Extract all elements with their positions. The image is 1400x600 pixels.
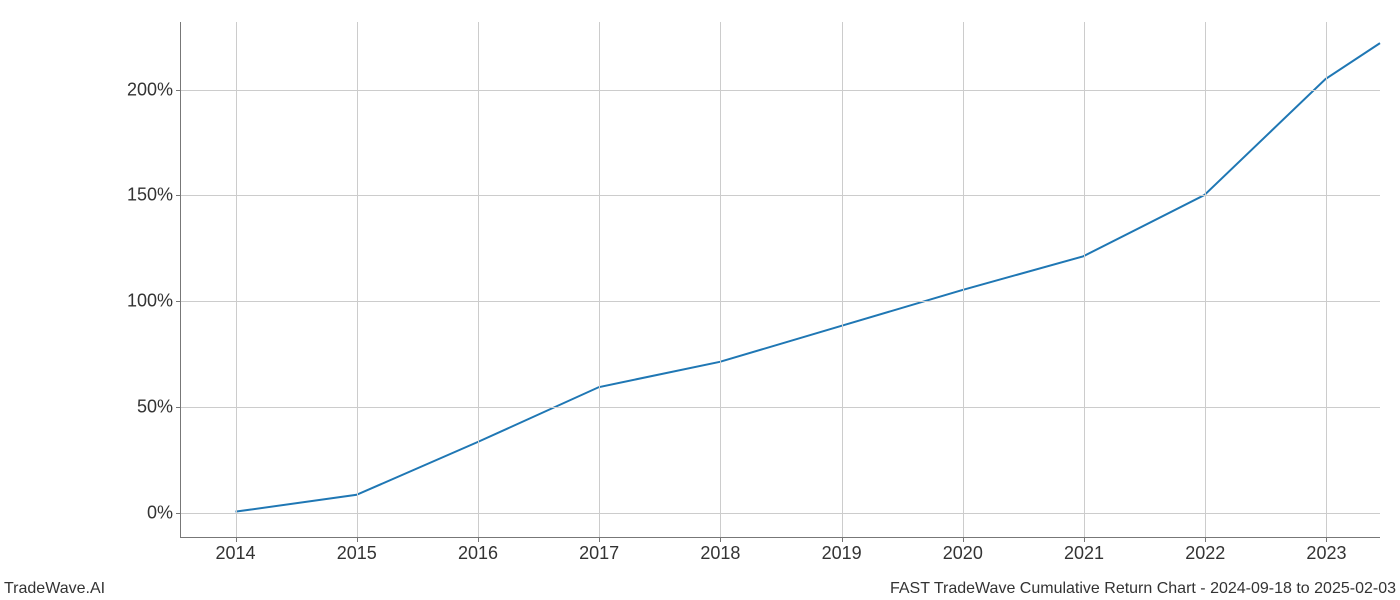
gridline-vertical [842,22,843,537]
gridline-vertical [357,22,358,537]
y-tick-label: 0% [147,502,181,523]
x-tick-label: 2023 [1306,537,1346,564]
x-tick-label: 2019 [822,537,862,564]
gridline-vertical [720,22,721,537]
gridline-vertical [1084,22,1085,537]
footer-caption: FAST TradeWave Cumulative Return Chart -… [890,580,1396,598]
gridline-horizontal [181,90,1380,91]
x-tick-label: 2022 [1185,537,1225,564]
x-tick-label: 2017 [579,537,619,564]
plot-area: 2014201520162017201820192020202120222023… [180,22,1380,538]
gridline-vertical [236,22,237,537]
y-tick-label: 150% [127,185,181,206]
x-tick-label: 2015 [337,537,377,564]
footer-brand: TradeWave.AI [4,580,105,598]
gridline-horizontal [181,195,1380,196]
gridline-vertical [1205,22,1206,537]
x-tick-label: 2020 [943,537,983,564]
gridline-vertical [963,22,964,537]
gridline-vertical [478,22,479,537]
x-tick-label: 2021 [1064,537,1104,564]
gridline-vertical [599,22,600,537]
x-tick-label: 2014 [216,537,256,564]
gridline-horizontal [181,513,1380,514]
x-tick-label: 2016 [458,537,498,564]
y-tick-label: 200% [127,79,181,100]
gridline-horizontal [181,301,1380,302]
y-tick-label: 50% [137,396,181,417]
y-tick-label: 100% [127,291,181,312]
line-series-svg [181,22,1380,537]
gridline-vertical [1326,22,1327,537]
x-tick-label: 2018 [700,537,740,564]
chart-container: 2014 2015 2016 2017 2018 2019 2020 2021 2022 2023… [0,0,1400,600]
gridline-horizontal [181,407,1380,408]
line-series [236,43,1381,512]
